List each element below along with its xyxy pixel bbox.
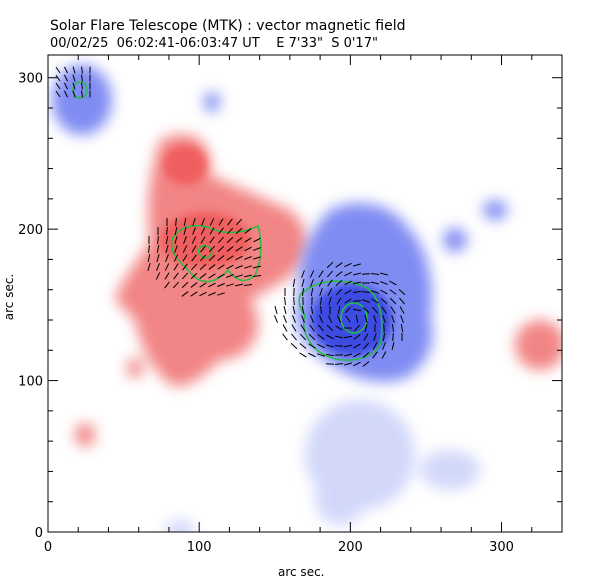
y-tick-label: 100 <box>18 375 43 390</box>
y-tick-label: 200 <box>18 223 43 238</box>
x-tick-label: 300 <box>489 540 514 555</box>
y-axis-label: arc sec. <box>2 273 17 321</box>
figure-title: Solar Flare Telescope (MTK) : vector mag… <box>50 18 406 34</box>
field-contours <box>72 81 383 361</box>
plot-frame <box>47 54 563 533</box>
axis-ticks <box>47 55 563 533</box>
negative-diffuse <box>165 400 480 532</box>
x-tick-label: 100 <box>187 540 212 555</box>
y-tick-label: 300 <box>18 72 43 87</box>
transverse-field-vectors <box>55 66 406 367</box>
x-tick-label: 0 <box>44 540 52 555</box>
y-tick-label: 0 <box>35 526 43 541</box>
observation-info: 00/02/25 06:02:41-06:03:47 UT E 7'33" S … <box>50 36 378 51</box>
positive-core <box>160 145 250 268</box>
tick-labels: 0 100 200 300 0 100 200 300 <box>18 72 514 555</box>
x-axis-label: arc sec. <box>278 565 325 579</box>
x-tick-label: 200 <box>338 540 363 555</box>
field-map <box>52 65 562 532</box>
